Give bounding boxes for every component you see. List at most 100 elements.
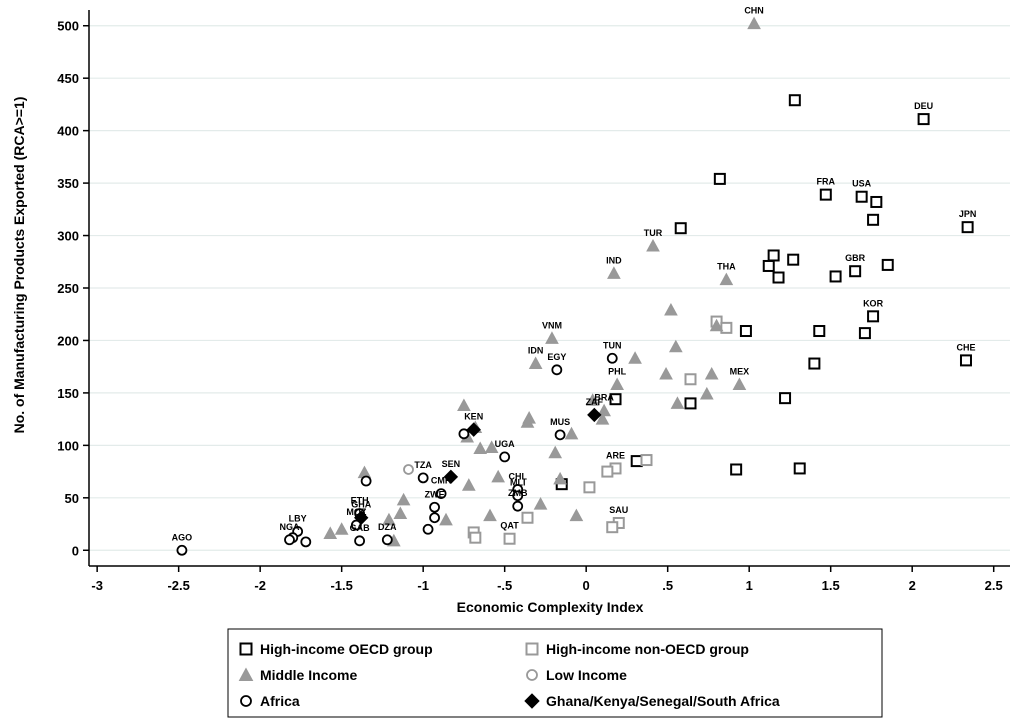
y-tick-label: 50 bbox=[65, 491, 79, 506]
data-point bbox=[350, 519, 362, 531]
point-label: IDN bbox=[528, 346, 544, 356]
data-point bbox=[855, 190, 868, 203]
point-label: CMR bbox=[431, 476, 452, 486]
y-tick-label: 200 bbox=[57, 333, 79, 348]
point-label: CHL bbox=[508, 471, 527, 481]
legend-marker bbox=[238, 667, 254, 681]
data-point bbox=[793, 462, 806, 475]
data-point bbox=[762, 259, 775, 272]
point-label: GBR bbox=[845, 253, 866, 263]
point-label: FRA bbox=[817, 177, 836, 187]
point-label: NGA bbox=[280, 522, 301, 532]
data-point bbox=[512, 500, 524, 512]
point-label: DZA bbox=[378, 522, 397, 532]
data-point bbox=[473, 441, 488, 455]
x-tick-label: -3 bbox=[91, 578, 103, 593]
legend: High-income OECD group High-income non-OE… bbox=[238, 641, 780, 709]
data-point bbox=[606, 521, 619, 534]
data-point bbox=[587, 407, 602, 423]
x-tick-label: -2 bbox=[254, 578, 266, 593]
data-point bbox=[867, 213, 880, 226]
y-tick-label: 300 bbox=[57, 229, 79, 244]
data-point bbox=[284, 534, 295, 546]
data-point bbox=[719, 272, 734, 286]
data-point bbox=[554, 429, 566, 441]
data-point bbox=[684, 397, 697, 410]
data-point bbox=[585, 393, 600, 406]
data-point bbox=[813, 325, 826, 338]
legend-label: Ghana/Kenya/Senegal/South Africa bbox=[546, 693, 780, 709]
data-point bbox=[429, 501, 440, 513]
point-label: KOR bbox=[863, 298, 884, 308]
point-label: ZAF bbox=[586, 397, 604, 407]
data-point bbox=[664, 302, 678, 316]
y-tick-label: 500 bbox=[57, 19, 79, 34]
point-label: SAU bbox=[609, 505, 628, 515]
data-point bbox=[403, 464, 414, 475]
data-point bbox=[382, 512, 396, 526]
x-axis-ticks: -3 -2.5 -2 -1.5 -1 -.5 0 .5 1 1.5 2 2.5 bbox=[91, 566, 1003, 593]
point-label: KEN bbox=[464, 412, 483, 422]
x-tick-label: -.5 bbox=[497, 578, 512, 593]
data-point bbox=[704, 366, 719, 380]
x-tick-label: 0 bbox=[583, 578, 590, 593]
grid-lines bbox=[89, 25, 1010, 551]
x-tick-label: 1 bbox=[746, 578, 753, 593]
data-point bbox=[422, 523, 434, 535]
x-tick-label: -2.5 bbox=[167, 578, 189, 593]
point-label: TUR bbox=[644, 228, 663, 238]
point-label: BRA bbox=[594, 393, 614, 403]
data-point bbox=[787, 253, 800, 266]
point-label: QAT bbox=[500, 521, 519, 531]
legend-marker bbox=[524, 693, 540, 709]
data-point bbox=[334, 522, 349, 535]
data-point bbox=[609, 393, 622, 406]
y-axis-ticks: 0 50 100 150 200 250 300 350 400 450 500 bbox=[57, 19, 89, 558]
y-tick-label: 450 bbox=[57, 71, 79, 86]
point-label: VNM bbox=[542, 320, 562, 330]
legend-label: High-income non-OECD group bbox=[546, 641, 749, 657]
x-tick-label: 1.5 bbox=[822, 578, 840, 593]
data-point bbox=[607, 266, 621, 279]
data-point bbox=[772, 271, 785, 284]
point-label: ETH bbox=[351, 496, 369, 506]
point-label: TZA bbox=[414, 460, 432, 470]
data-point bbox=[360, 475, 372, 487]
point-label: SEN bbox=[442, 459, 461, 469]
point-labels: DEU FRA USA JPN GBR KOR CHE ARE SAU QAT CHN TUR IND T… bbox=[172, 6, 977, 543]
data-point bbox=[961, 221, 974, 234]
data-point bbox=[417, 472, 429, 484]
point-label: GHA bbox=[351, 500, 372, 510]
x-tick-label: -1 bbox=[417, 578, 429, 593]
data-point bbox=[747, 16, 761, 30]
data-point bbox=[461, 478, 476, 491]
data-point bbox=[699, 386, 714, 400]
point-label: MOZ bbox=[346, 507, 366, 517]
x-tick-label: -1.5 bbox=[330, 578, 352, 593]
data-point bbox=[528, 356, 543, 370]
legend-marker bbox=[240, 695, 252, 707]
data-point bbox=[713, 172, 726, 185]
data-point bbox=[176, 544, 188, 556]
point-label: AGO bbox=[172, 532, 193, 542]
y-tick-label: 250 bbox=[57, 281, 79, 296]
y-tick-label: 100 bbox=[57, 438, 79, 453]
data-point bbox=[674, 222, 687, 235]
data-point bbox=[870, 195, 883, 208]
data-point bbox=[429, 512, 440, 524]
y-tick-label: 0 bbox=[72, 543, 79, 558]
point-label: CHN bbox=[744, 6, 764, 16]
data-point bbox=[396, 492, 411, 506]
data-point bbox=[659, 366, 673, 380]
data-point bbox=[545, 331, 559, 344]
point-label: JPN bbox=[959, 209, 977, 219]
x-tick-label: 2 bbox=[909, 578, 916, 593]
data-point bbox=[569, 508, 584, 522]
legend-marker bbox=[526, 669, 538, 681]
point-label: CHE bbox=[956, 342, 975, 352]
data-point bbox=[601, 465, 614, 478]
data-point bbox=[959, 354, 972, 367]
data-point bbox=[439, 512, 453, 526]
y-axis-title: No. of Manufacturing Products Exported (… bbox=[11, 97, 27, 434]
